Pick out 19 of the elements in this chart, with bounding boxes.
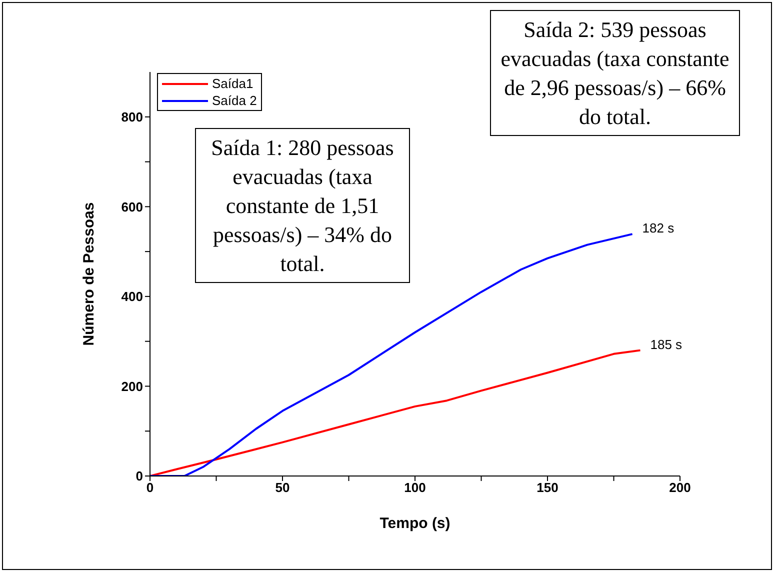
annotation: Saída 1: 280 pessoas evacuadas (taxa constante de 1,51 pessoas/s) – 34% do total.	[195, 128, 410, 283]
y-tick-label: 200	[121, 378, 143, 394]
y-tick-label: 0	[136, 468, 143, 484]
legend-label: Saída1	[212, 75, 254, 92]
annotation: Saída 2: 539 pessoas evacuadas (taxa constante de 2,96 pessoas/s) – 66% do total.	[490, 10, 740, 136]
x-tick-label: 50	[275, 480, 290, 496]
y-axis-title: Número de Pessoas	[80, 202, 98, 346]
line-series	[150, 349, 642, 476]
annotation: 185 s	[650, 336, 683, 352]
x-tick-label: 200	[669, 480, 691, 496]
annotation: 182 s	[642, 220, 675, 236]
x-tick-label: 150	[536, 480, 558, 496]
y-tick-label: 400	[121, 289, 143, 304]
x-axis-title: Tempo (s)	[380, 515, 450, 532]
x-tick-label: 0	[146, 480, 154, 496]
x-tick-label: 100	[404, 480, 426, 496]
y-tick-label: 800	[121, 110, 143, 125]
y-tick-label: 600	[121, 199, 143, 214]
legend-label: Saída 2	[212, 92, 257, 109]
